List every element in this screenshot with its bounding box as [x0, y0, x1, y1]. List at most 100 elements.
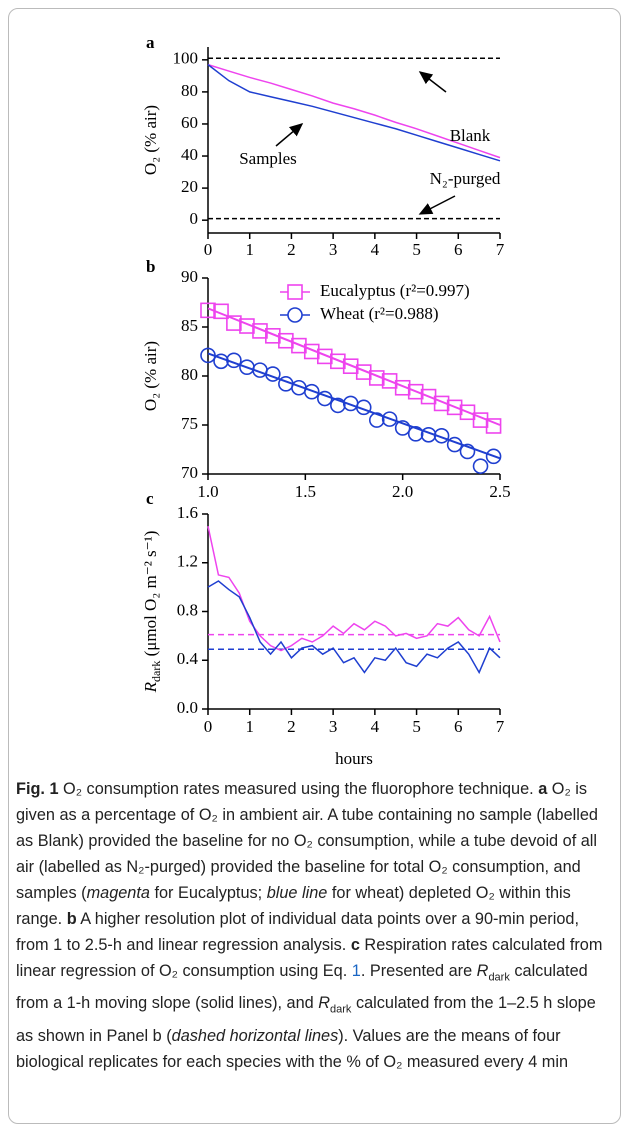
y-axis-label: O₂ (% air) [141, 341, 160, 411]
y-tick-label: 1.6 [177, 503, 198, 522]
panel-label: c [146, 489, 154, 508]
y-tick-label: 20 [181, 177, 198, 196]
y-tick-label: 40 [181, 145, 198, 164]
data-line [207, 526, 501, 652]
point [342, 358, 359, 375]
point [239, 318, 255, 334]
x-tick-label: 0 [204, 240, 213, 259]
x-tick-label: 0 [204, 717, 213, 736]
point [459, 443, 476, 460]
annotation-arrow [418, 195, 456, 215]
caption-text: Respiration rates calculated from linear… [16, 936, 603, 980]
caption-text: . Presented are [360, 962, 477, 980]
x-tick-label: 5 [412, 717, 421, 736]
x-tick-label: 2 [287, 717, 296, 736]
panel-label: a [146, 33, 155, 52]
caption-text: magenta [86, 884, 150, 902]
panel-label: b [146, 257, 155, 276]
point [381, 411, 398, 427]
point [420, 426, 437, 443]
annotation: N₂-purged [430, 169, 501, 188]
y-tick-label: 0 [190, 209, 199, 228]
y-axis-label: O₂ (% air) [141, 105, 160, 175]
point [407, 383, 424, 400]
caption-text: for Eucalyptus; [149, 884, 267, 902]
y-tick-label: 0.8 [177, 600, 198, 619]
legend-label: Eucalyptus (r²=0.997) [320, 281, 470, 300]
y-tick-label: 60 [181, 113, 198, 132]
x-axis-label: hours [335, 749, 373, 768]
point [368, 370, 385, 386]
x-tick-label: 2.5 [489, 482, 510, 501]
y-tick-label: 0.4 [177, 649, 199, 668]
equation-link[interactable]: 1 [351, 962, 361, 980]
point [213, 303, 229, 320]
x-tick-label: 6 [454, 240, 463, 259]
caption-text: calculated from a 1-h moving slope (soli… [16, 962, 588, 1013]
y-tick-label: 80 [181, 81, 198, 100]
point [355, 399, 372, 416]
point [303, 383, 320, 400]
x-tick-label: 3 [329, 717, 338, 736]
point [330, 397, 346, 414]
point [459, 404, 476, 421]
fit-line [207, 352, 501, 460]
y-tick-label: 80 [181, 365, 198, 384]
point [316, 348, 333, 365]
y-axis-label-part: dark [149, 661, 163, 682]
caption-text: O₂ consumption rates measured using the … [58, 780, 539, 798]
caption-text: blue line [266, 884, 328, 902]
x-tick-label: 1 [245, 240, 254, 259]
annotation-arrow [275, 123, 304, 147]
point [291, 337, 307, 354]
point [200, 302, 216, 319]
point [394, 379, 411, 396]
x-tick-label: 1.0 [197, 482, 218, 501]
x-tick-label: 4 [371, 717, 380, 736]
point [355, 364, 372, 380]
legend-marker [287, 284, 303, 300]
point [485, 448, 502, 465]
point [265, 366, 281, 382]
annotation-arrow [418, 71, 447, 93]
point [303, 343, 320, 360]
fit-line [207, 307, 501, 426]
point [407, 426, 424, 442]
point [278, 332, 294, 349]
x-tick-label: 2.0 [392, 482, 413, 501]
legend-label: Wheat (r²=0.988) [320, 304, 439, 323]
caption-text: calculated from the 1–2.5 h slope as sho… [16, 994, 596, 1045]
point [368, 412, 385, 428]
annotation: Samples [239, 149, 297, 168]
caption-panel: a [538, 780, 548, 798]
caption-text: A higher resolution plot of individual d… [16, 910, 579, 954]
point [316, 390, 333, 407]
point [446, 436, 463, 453]
x-tick-label: 1 [245, 717, 254, 736]
point [265, 328, 281, 344]
y-tick-label: 100 [173, 49, 199, 68]
point [252, 323, 268, 339]
x-tick-label: 3 [329, 240, 338, 259]
caption-text: dark [488, 971, 510, 984]
figure-frame [8, 8, 621, 1124]
y-axis-label-part: R [141, 681, 160, 693]
point [330, 353, 346, 370]
point [433, 395, 450, 412]
y-tick-label: 70 [181, 463, 198, 482]
caption-text: R [318, 994, 331, 1013]
y-tick-label: 85 [181, 316, 198, 335]
point [213, 353, 229, 370]
caption-panel: c [350, 936, 360, 954]
point [200, 347, 216, 364]
x-tick-label: 7 [496, 717, 505, 736]
y-tick-label: 75 [181, 414, 198, 433]
y-tick-label: 0.0 [177, 698, 198, 717]
caption: Fig. 1 O₂ consumption rates measured usi… [16, 776, 614, 1075]
x-tick-label: 4 [371, 240, 380, 259]
caption-panel: b [66, 910, 77, 928]
caption-text: dark [330, 1003, 352, 1016]
data-line [207, 63, 501, 159]
x-tick-label: 2 [287, 240, 296, 259]
